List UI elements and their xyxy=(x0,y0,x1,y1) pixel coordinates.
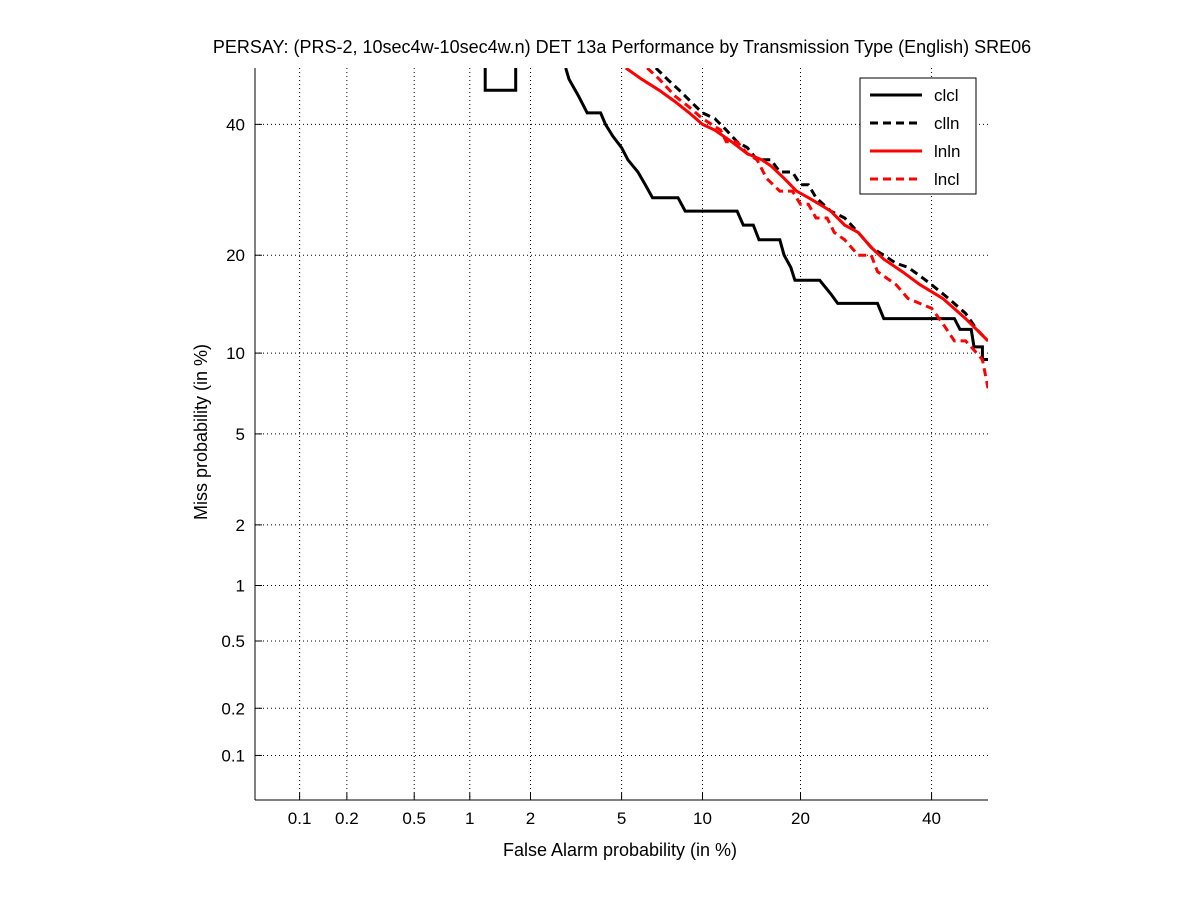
y-tick-label: 10 xyxy=(226,344,245,363)
x-axis-label: False Alarm probability (in %) xyxy=(503,840,737,860)
x-tick-label: 2 xyxy=(526,809,535,828)
series-line-lnln xyxy=(624,68,988,342)
series-line-clcl xyxy=(564,68,988,361)
y-tick-label: 0.2 xyxy=(221,699,245,718)
y-tick-label: 1 xyxy=(236,577,245,596)
series-line-clln xyxy=(654,68,988,342)
x-tick-label: 40 xyxy=(922,809,941,828)
x-tick-label: 0.1 xyxy=(288,809,312,828)
legend-label-lnln: lnln xyxy=(934,142,960,161)
series-lnln xyxy=(624,68,988,342)
series-clcl xyxy=(483,68,988,361)
x-tick-label: 10 xyxy=(693,809,712,828)
legend-box xyxy=(859,77,977,195)
y-tick-label: 40 xyxy=(226,115,245,134)
series-line-lncl xyxy=(646,68,988,389)
y-axis-label: Miss probability (in %) xyxy=(191,344,211,520)
x-tick-label: 20 xyxy=(791,809,810,828)
legend-label-clln: clln xyxy=(934,114,960,133)
y-tick-label: 2 xyxy=(236,516,245,535)
x-tick-label: 0.5 xyxy=(402,809,426,828)
x-tick-label: 0.2 xyxy=(335,809,359,828)
y-tick-label: 5 xyxy=(236,425,245,444)
chart-title: PERSAY: (PRS-2, 10sec4w-10sec4w.n) DET 1… xyxy=(213,37,1031,57)
axes: 0.1 0.2 0.5 1 2 5 10 20 40 0.1 0.2 0.5 1 2 5 10 20 40 xyxy=(221,68,988,828)
y-tick-label: 0.1 xyxy=(221,746,245,765)
plot-series xyxy=(483,68,988,389)
series-lncl xyxy=(646,68,988,389)
legend-label-clcl: clcl xyxy=(934,86,959,105)
y-tick-label: 0.5 xyxy=(221,632,245,651)
x-tick-label: 5 xyxy=(617,809,626,828)
legend: clcl clln lnln lncl xyxy=(859,77,977,195)
series-clln xyxy=(654,68,988,342)
series-line-clcl xyxy=(483,68,518,92)
legend-label-lncl: lncl xyxy=(934,170,960,189)
x-tick-label: 1 xyxy=(465,809,474,828)
y-tick-label: 20 xyxy=(226,246,245,265)
